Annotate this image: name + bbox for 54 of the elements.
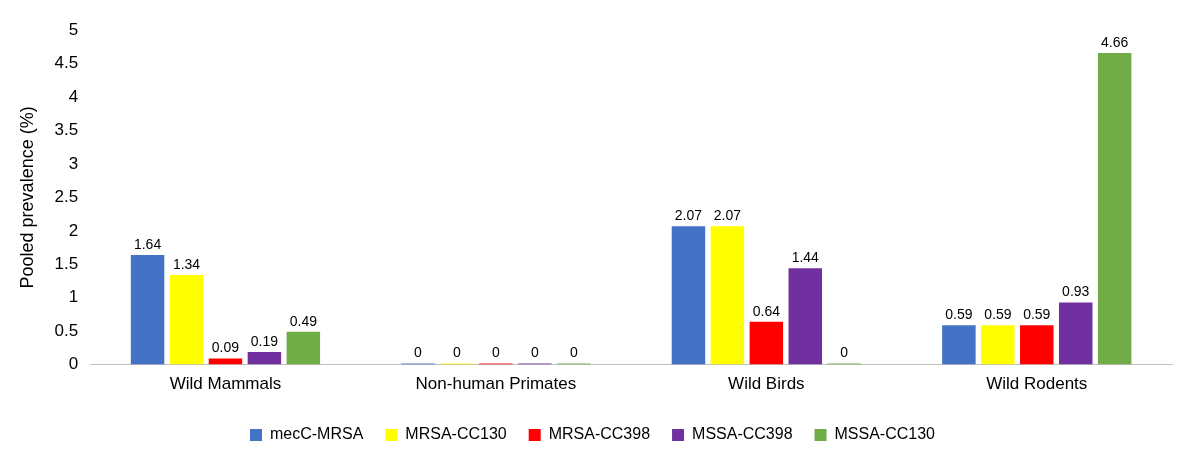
- bar: [1097, 52, 1132, 365]
- bar: [130, 254, 165, 365]
- y-tick-label: 4.5: [54, 53, 79, 73]
- data-label: 1.34: [172, 255, 201, 272]
- legend-label: MRSA-CC130: [405, 425, 507, 443]
- y-tick-label: 1: [68, 287, 79, 307]
- bar: [749, 321, 784, 365]
- y-tick-label: 2: [68, 220, 79, 240]
- data-label: 0.19: [250, 332, 279, 349]
- y-tick-label: 0.5: [54, 320, 79, 340]
- data-label: 0: [453, 344, 462, 361]
- legend-label: mecC-MRSA: [270, 425, 364, 443]
- y-tick-label: 3: [68, 153, 79, 173]
- data-label: 1.44: [791, 249, 820, 266]
- bar: [286, 331, 321, 365]
- y-tick-label: 3.5: [54, 120, 79, 140]
- y-tick-label: 5: [68, 19, 79, 39]
- data-label: 0.59: [1023, 306, 1051, 322]
- bar: [942, 325, 976, 365]
- data-label: 0: [414, 344, 423, 361]
- data-label: 2.07: [713, 207, 742, 224]
- data-label: 0.59: [945, 306, 973, 322]
- legend-label: MSSA-CC398: [692, 425, 793, 443]
- data-label: 0.59: [984, 306, 1012, 322]
- y-tick-label: 4: [68, 86, 79, 106]
- x-tick-label: Non-human Primates: [415, 374, 577, 394]
- legend-label: MSSA-CC130: [834, 425, 936, 443]
- data-label: 0: [840, 344, 849, 361]
- bar: [981, 325, 1015, 365]
- y-tick-label: 2.5: [54, 187, 79, 207]
- legend-label: MRSA-CC398: [548, 425, 651, 443]
- y-axis-title: Pooled prevalence (%): [16, 106, 37, 289]
- data-label: 1.64: [133, 235, 162, 252]
- bar: [247, 351, 282, 365]
- y-tick-label: 1.5: [54, 253, 79, 273]
- data-label: 0.93: [1062, 283, 1090, 300]
- data-label: 4.66: [1101, 33, 1129, 50]
- data-label: 0: [492, 344, 500, 361]
- bar: [1020, 325, 1054, 365]
- data-label: 0.09: [211, 339, 240, 356]
- x-tick-label: Wild Mammals: [169, 374, 282, 394]
- bar: [671, 226, 706, 365]
- data-label: 2.07: [674, 207, 703, 224]
- bar: [1058, 302, 1093, 365]
- x-tick-label: Wild Birds: [728, 374, 805, 394]
- bar: [710, 226, 745, 365]
- data-label: 0: [530, 344, 539, 361]
- data-label: 0.49: [289, 312, 318, 329]
- x-tick-label: Wild Rodents: [986, 374, 1088, 394]
- bar: [788, 268, 823, 365]
- bar: [169, 274, 204, 365]
- data-label: 0.64: [752, 302, 781, 319]
- y-tick-label: 0: [68, 354, 79, 374]
- data-label: 0: [569, 344, 578, 361]
